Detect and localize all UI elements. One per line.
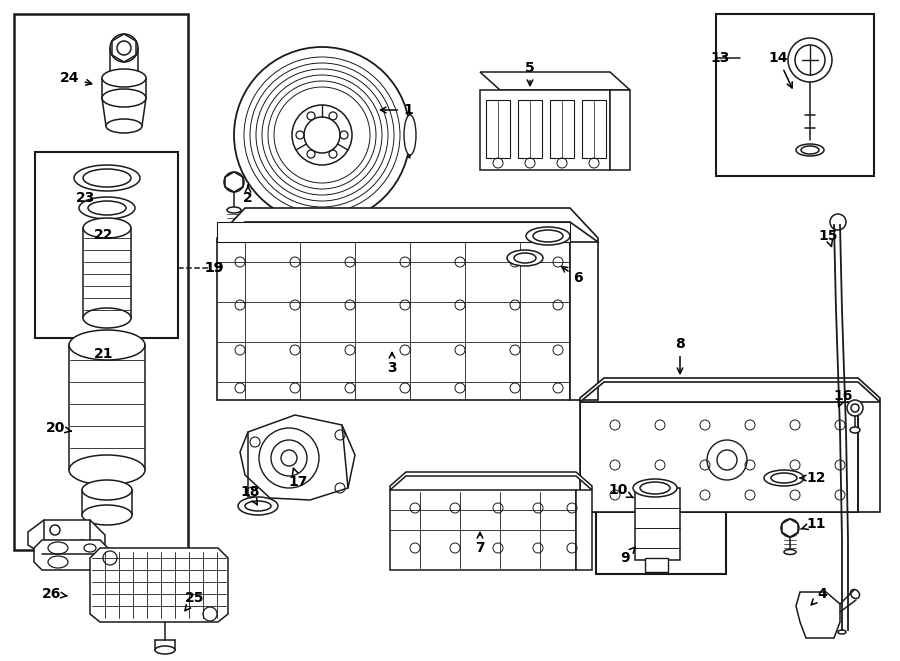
Ellipse shape [106,119,142,133]
Polygon shape [34,540,108,570]
Ellipse shape [82,480,132,500]
Text: 14: 14 [769,51,792,88]
Ellipse shape [83,308,131,328]
Polygon shape [480,72,630,90]
Text: 15: 15 [818,229,838,247]
Bar [645,558,668,572]
Text: 16: 16 [833,389,852,407]
Text: 1: 1 [381,103,413,117]
Text: 6: 6 [562,266,583,285]
Text: 3: 3 [387,352,397,375]
Polygon shape [570,242,598,400]
Polygon shape [796,592,840,638]
Bar [596,448,726,574]
Ellipse shape [507,250,543,266]
Polygon shape [858,402,880,512]
Polygon shape [580,402,858,512]
Ellipse shape [102,69,146,87]
Polygon shape [217,208,598,242]
Bar [550,100,574,158]
Polygon shape [240,415,355,500]
Polygon shape [390,472,592,490]
Text: 13: 13 [710,51,730,65]
Text: 11: 11 [801,517,826,531]
Ellipse shape [227,231,241,237]
Text: 5: 5 [525,61,535,85]
Text: 19: 19 [204,261,224,275]
Polygon shape [480,90,610,170]
Bar [580,402,858,512]
Polygon shape [610,90,630,170]
Text: 23: 23 [76,191,95,205]
Ellipse shape [79,197,135,219]
Ellipse shape [83,218,131,238]
Text: 9: 9 [620,547,635,565]
Text: 10: 10 [608,483,633,498]
Text: 4: 4 [811,587,827,605]
Ellipse shape [227,207,241,213]
Text: 19: 19 [204,261,224,275]
Polygon shape [580,378,880,402]
Bar [582,100,606,158]
Ellipse shape [69,455,145,485]
Bar [635,488,680,560]
Ellipse shape [764,470,804,486]
Ellipse shape [82,505,132,525]
Circle shape [847,400,863,416]
Text: 24: 24 [60,71,92,85]
Polygon shape [28,520,105,555]
Ellipse shape [404,115,416,155]
Ellipse shape [69,330,145,360]
Text: 12: 12 [800,471,826,485]
Text: 21: 21 [94,347,113,361]
Ellipse shape [633,479,677,497]
Ellipse shape [850,427,860,433]
Ellipse shape [784,549,796,555]
Ellipse shape [110,72,138,84]
Ellipse shape [102,89,146,107]
Bar [217,222,570,242]
Text: 2: 2 [243,185,253,205]
Polygon shape [390,490,576,570]
Bar [35,152,178,338]
Text: 25: 25 [185,591,205,611]
Ellipse shape [74,165,140,191]
Ellipse shape [238,497,278,515]
Polygon shape [217,242,570,400]
Polygon shape [576,490,592,570]
Bar [716,14,874,176]
Polygon shape [90,548,228,622]
Ellipse shape [796,144,824,156]
Ellipse shape [526,227,570,245]
Text: 26: 26 [42,587,68,601]
Text: 22: 22 [94,228,113,242]
Bar [486,100,510,158]
Text: 7: 7 [475,533,485,555]
Bar [518,100,542,158]
Text: 18: 18 [240,485,260,505]
Bar [14,14,188,550]
Text: 8: 8 [675,337,685,373]
Ellipse shape [155,646,175,654]
Text: 20: 20 [46,421,71,435]
Text: 17: 17 [288,468,308,489]
